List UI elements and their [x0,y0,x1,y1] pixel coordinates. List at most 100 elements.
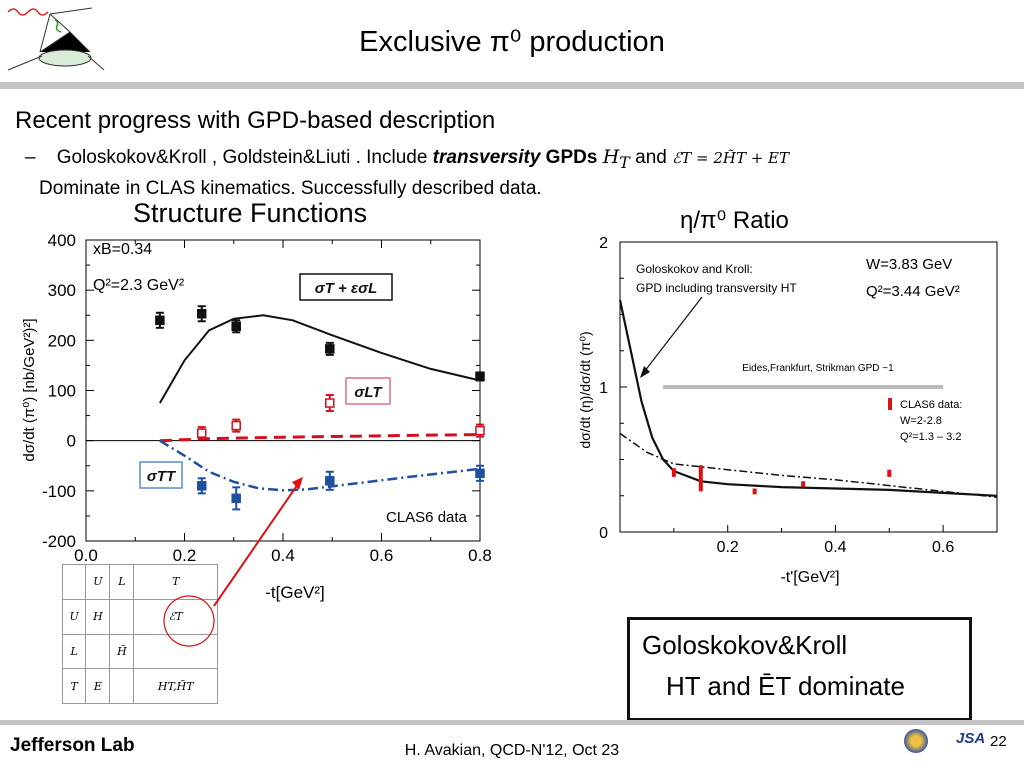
gpd-table-row: L H̃ [61,633,218,670]
gpd-table-cell: U [61,598,87,635]
x-tick-label: 0.2 [173,546,197,565]
clas6-data-point [801,481,806,488]
x-tick-label: 0.6 [932,539,954,556]
clas6-data-point [671,468,676,477]
structure-functions-title: Structure Functions [133,198,368,228]
y-tick-label: 0 [67,432,76,451]
data-point [231,420,241,431]
clas-legend-w: W=2-2.8 [900,415,942,427]
gpd-table-row: T E HT,H̃T [61,668,218,704]
x-tick-label: 0.4 [271,546,295,565]
legend-box [345,377,391,405]
gpd-table-cell: H [85,598,111,635]
q2-annotation: Q²=3.44 GeV² [866,283,960,300]
gk-annotation-arrow [643,296,703,373]
x-axis-label: -t'[GeV²] [780,569,839,586]
ratio-title: η/π⁰ Ratio [680,207,789,234]
x-tick-label: 0.8 [468,546,492,565]
clas6-data-point [887,469,892,477]
slide-title: Exclusive π⁰ production [359,26,665,58]
gpd-table-cell: HT,H̃T [133,668,218,704]
eta-pi0-ratio-chart: 2 1 0 0.2 0.4 0.6 -t'[GeV²] dσ/dt (η)/dσ/dt (π⁰… [577,235,998,586]
gk-annotation-arrowhead [640,366,650,378]
data-label-bg [380,503,476,529]
y-tick-label: 2 [599,235,608,252]
gpd-table: U L T U H ℰT L H̃ T E HT,H̃T [61,564,218,704]
clas-legend-q2: Q²=1.3 – 3.2 [900,431,961,443]
clas6-data-point [698,465,703,492]
gpd-table-cell: L [61,633,87,670]
bullet-ht: H [602,146,620,168]
y-tick-label: 1 [599,380,608,397]
bullet-point: – Goloskokov&Kroll , Goldstein&Liuti . I… [25,144,1024,202]
gpd-table-cell: ℰT [133,598,218,635]
x-tick-label: 0.4 [824,539,846,556]
gpd-table-cell [85,633,111,670]
section-heading: Recent progress with GPD-based descripti… [15,107,496,134]
gpd-table-cell: U [85,564,111,600]
jefferson-lab-logo: Jefferson Lab [10,735,135,756]
bullet-ht-sub: T [619,152,630,172]
y-tick-label: -200 [42,532,76,551]
bullet-formula: ℰT = 2H̃T + ET [672,149,790,167]
gpd-table-cell: T [61,668,87,704]
data-point [325,344,335,354]
clas6-data-point [752,488,757,495]
data-point [196,308,207,319]
gpd-table-cell [109,598,135,635]
footer-text: H. Avakian, QCD-N'12, Oct 23 [404,742,620,759]
x-tick-label: 0.2 [717,539,739,556]
y-axis-label: dσ/dt (π⁰) [nb/GeV²)²] [21,318,38,461]
y-tick-label: 300 [48,281,76,300]
legend-label: σT + εσL [315,280,378,297]
x-tick-label: 0.6 [370,546,394,565]
page-number: 22 [990,733,1007,750]
legend-box [139,461,183,489]
data-point [196,428,207,438]
bullet-and: and [629,147,673,168]
gpd-table-row: U H ℰT [61,598,218,635]
y-tick-label: 400 [48,231,76,250]
w-annotation: W=3.83 GeV [866,256,952,273]
data-point [155,315,165,326]
data-point [325,398,335,408]
y-axis-label: dσ/dt (η)/dσ/dt (π⁰) [577,331,593,448]
legend-box [299,273,393,301]
clas-legend-title: CLAS6 data: [900,399,962,411]
model-curve-2 [159,439,481,492]
model-curve-1 [159,433,481,443]
header-divider [0,82,1024,89]
data-point [231,493,241,504]
bullet-line2: Dominate in CLAS kinematics. Successfull… [39,177,542,199]
legend-label: σTT [147,468,177,485]
data-point [475,425,485,436]
clas-legend-marker [888,398,892,410]
bullet-gpds: GPDs [540,147,603,168]
y-tick-label: 0 [599,525,608,542]
x-tick-label: 0.0 [74,546,98,565]
gk-annotation-line1: Goloskokov and Kroll: [636,262,753,276]
bullet-transversity: transversity [432,147,541,168]
xb-annotation: xB=0.34 [93,241,152,258]
y-tick-label: 200 [48,331,76,350]
conclusion-line1: Goloskokov&Kroll [642,630,848,660]
data-point [475,468,485,479]
y-tick-label: 100 [48,382,76,401]
data-point [325,476,335,486]
x-axis-label: -t[GeV²] [265,583,325,602]
q2-annotation: Q²=2.3 GeV² [93,277,185,294]
gk-annotation-line2: GPD including transversity HT [636,281,797,295]
legend-label: σLT [354,384,383,401]
y-tick-label: -100 [42,482,76,501]
footer-divider [0,720,1024,725]
gpd-table-cell [109,668,135,704]
gpd-table-cell: L [109,564,135,600]
data-point [196,481,207,491]
gpd-table-cell: H̃ [109,633,135,670]
conclusion-line2: HT and ĒT dominate [666,671,905,701]
efs-label: Eides,Frankfurt, Strikman GPD ~1 [742,363,894,374]
gpd-table-cell [133,633,218,670]
clas6-data-label: CLAS6 data [386,509,468,526]
